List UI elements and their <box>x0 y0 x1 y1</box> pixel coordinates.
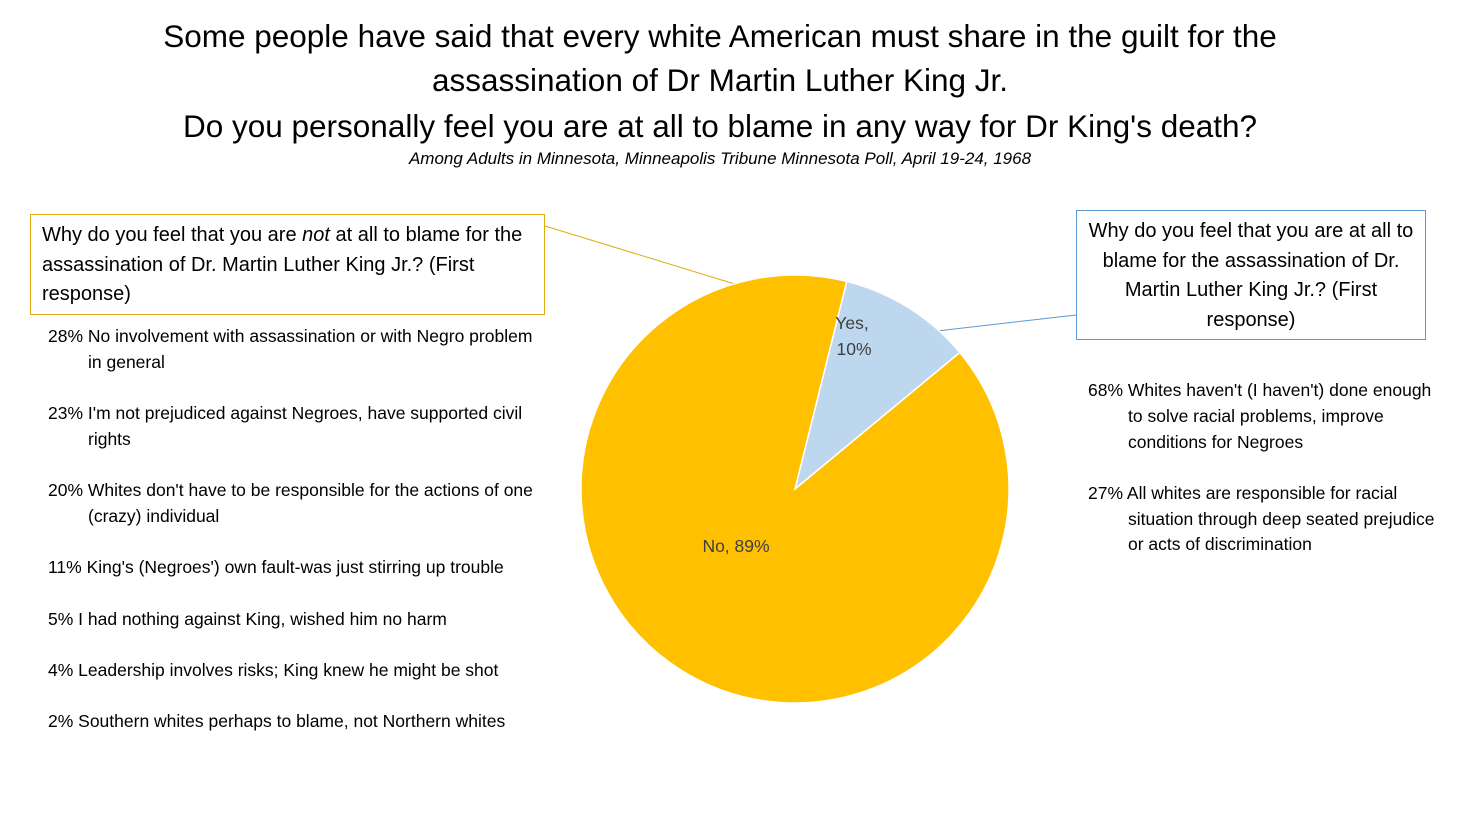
pie-label-yes: Yes, 10% <box>835 313 871 359</box>
pie-slice-no <box>580 274 1010 704</box>
chart-title-line-1: Some people have said that every white A… <box>163 18 1277 54</box>
reason-yes-item: 27% All whites are responsible for racia… <box>1088 482 1435 555</box>
reason-no-item: 11% King's (Negroes') own fault-was just… <box>48 557 504 578</box>
reasons-yes-list: 68% Whites haven't (I haven't) done enou… <box>1088 378 1448 584</box>
reason-no-item: 20% Whites don't have to be responsible … <box>48 480 533 526</box>
connector-yes <box>936 314 1077 332</box>
chart-title-question: Do you personally feel you are at all to… <box>182 108 1258 144</box>
reason-no-item: 4% Leadership involves risks; King knew … <box>48 659 499 680</box>
callout-yes-reasons-heading: Why do you feel that you are at all to b… <box>1076 210 1426 340</box>
pie-slice-yes <box>793 280 961 492</box>
reason-no-item: 5% I had nothing against King, wished hi… <box>48 608 447 629</box>
pie-label-no: No, 89% <box>702 536 769 556</box>
reason-yes-item: 68% Whites haven't (I haven't) done enou… <box>1088 380 1432 452</box>
callout-no-emphasis: not <box>302 224 330 246</box>
callout-no-text-after: at all to blame for the assassination of… <box>42 224 523 305</box>
pie-slices <box>580 274 1010 704</box>
callout-no-reasons-heading: Why do you feel that you are not at all … <box>30 214 545 315</box>
callout-connectors <box>544 225 1077 332</box>
reason-no-item: 23% I'm not prejudiced against Negroes, … <box>48 403 523 449</box>
pie-labels: Yes, 10% No, 89% <box>702 313 871 556</box>
reasons-no-list: 28% No involvement with assassination or… <box>48 324 548 760</box>
callout-no-text-before: Why do you feel that you are <box>42 224 303 246</box>
reason-no-item: 28% No involvement with assassination or… <box>48 326 533 372</box>
chart-title-line-2: assassination of Dr Martin Luther King J… <box>431 62 1008 98</box>
connector-no <box>544 225 739 286</box>
reason-no-item: 2% Southern whites perhaps to blame, not… <box>48 711 506 732</box>
chart-subtitle: Among Adults in Minnesota, Minneapolis T… <box>408 149 1032 168</box>
